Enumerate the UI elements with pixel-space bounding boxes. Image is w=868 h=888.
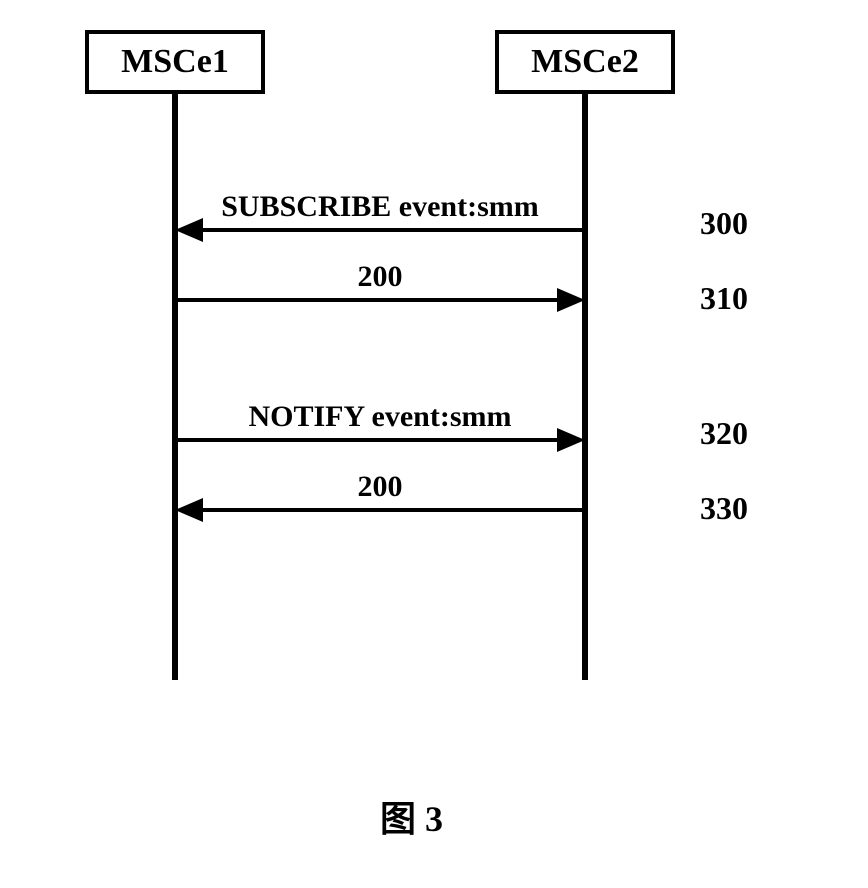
participant-label-left: MSCe1 (121, 43, 229, 81)
message-label-subscribe: SUBSCRIBE event:smm (175, 190, 585, 224)
message-label-notify: NOTIFY event:smm (175, 400, 585, 434)
lifeline-right (582, 94, 588, 680)
participant-box-left: MSCe1 (85, 30, 265, 94)
step-label-300: 300 (700, 205, 748, 242)
step-label-320: 320 (700, 415, 748, 452)
message-label-200-ack-2: 200 (175, 470, 585, 504)
participant-box-right: MSCe2 (495, 30, 675, 94)
step-label-330: 330 (700, 490, 748, 527)
message-label-200-ack-1: 200 (175, 260, 585, 294)
step-label-310: 310 (700, 280, 748, 317)
participant-label-right: MSCe2 (531, 43, 639, 81)
lifeline-left (172, 94, 178, 680)
figure-caption: 图 3 (380, 790, 443, 842)
